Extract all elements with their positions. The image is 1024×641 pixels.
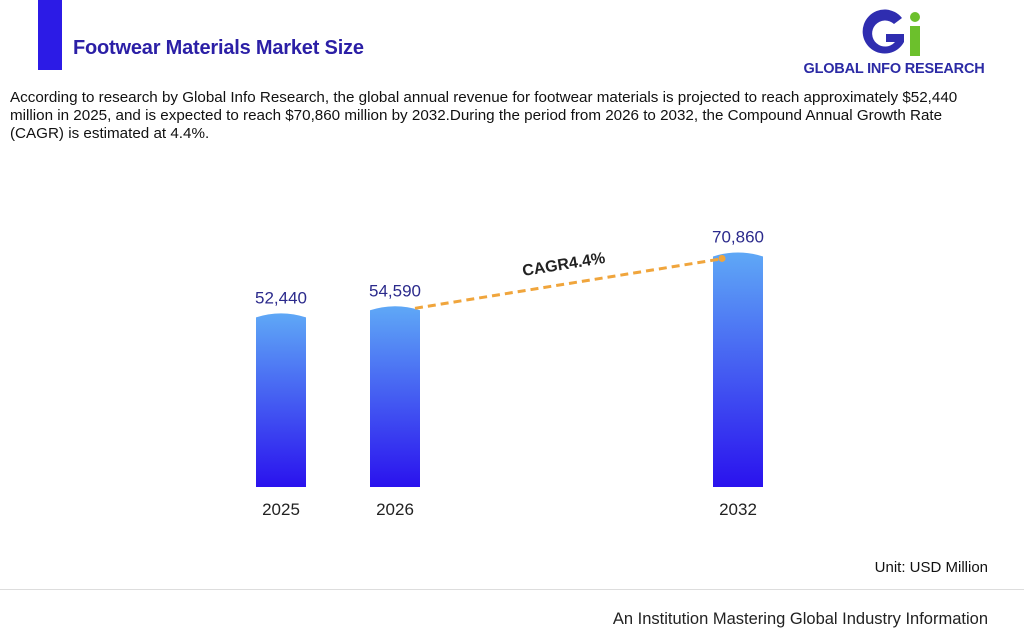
cagr-annotation: CAGR4.4% <box>521 250 606 280</box>
footer-divider <box>0 589 1024 590</box>
company-logo: GLOBAL INFO RESEARCH <box>796 8 992 80</box>
cagr-trend-line <box>414 256 725 310</box>
logo-text: GLOBAL INFO RESEARCH <box>803 61 985 77</box>
x-tick-label-2026: 2026 <box>376 500 414 519</box>
gi-logo-icon <box>862 9 920 56</box>
market-size-chart: 52,440 2025 54,590 2026 70,860 2032 CAGR4.4% <box>255 227 764 519</box>
title-accent-bar <box>38 0 62 70</box>
bar-2032 <box>713 252 763 487</box>
data-label-2032: 70,860 <box>712 227 764 246</box>
unit-label: Unit: USD Million <box>874 559 988 576</box>
x-tick-label-2032: 2032 <box>719 500 757 519</box>
page-title: Footwear Materials Market Size <box>73 37 364 59</box>
x-tick-label-2025: 2025 <box>262 500 300 519</box>
bar-2025 <box>256 313 306 487</box>
description-text: According to research by Global Info Res… <box>10 89 958 142</box>
cagr-line-end-dot <box>718 254 726 262</box>
bar-2026 <box>370 306 420 487</box>
footer-tagline: An Institution Mastering Global Industry… <box>612 610 988 628</box>
data-label-2025: 52,440 <box>255 288 307 307</box>
data-label-2026: 54,590 <box>369 281 421 300</box>
